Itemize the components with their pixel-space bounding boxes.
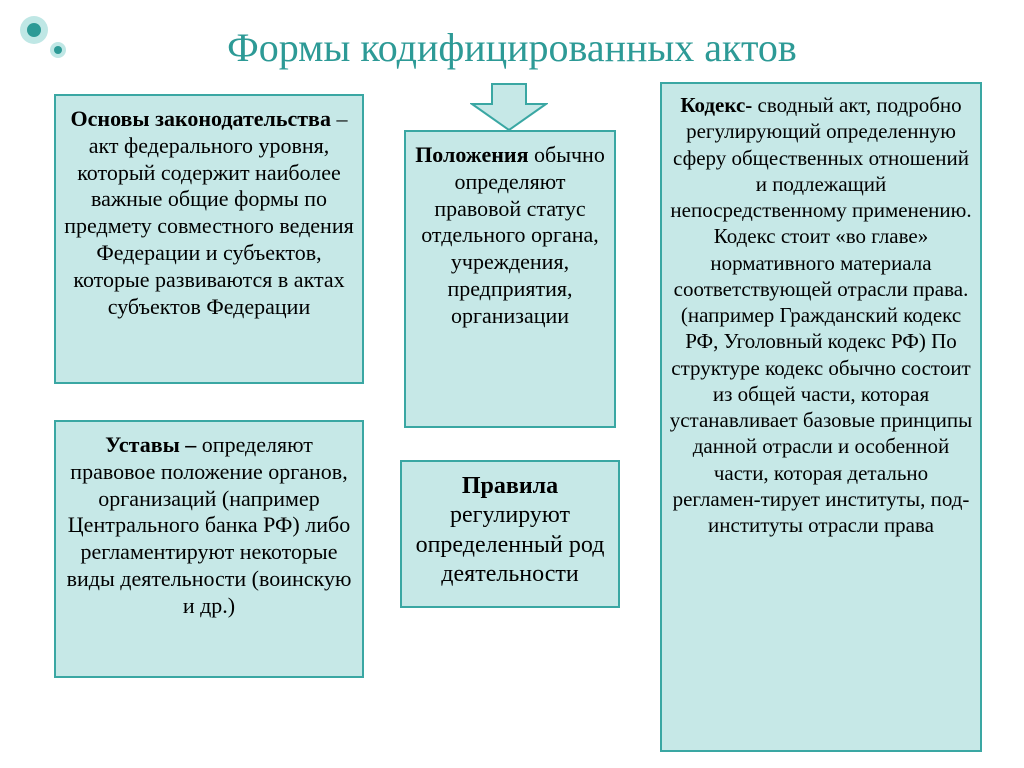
box-ustavy-bold: Уставы – — [105, 432, 202, 457]
box-kodeks-text: сводный акт, подробно регулирующий опред… — [670, 93, 973, 537]
box-ustavy-text: определяют правовое положение органов, о… — [67, 432, 352, 618]
box-pravila: Правила регулируют определенный род деят… — [400, 460, 620, 608]
box-osnovy: Основы законодательства – акт федерально… — [54, 94, 364, 384]
box-polozheniya: Положения обычно определяют правовой ста… — [404, 130, 616, 428]
slide-title: Формы кодифицированных актов — [0, 24, 1024, 71]
box-osnovy-bold: Основы законодательства — [71, 106, 331, 131]
box-ustavy: Уставы – определяют правовое положение о… — [54, 420, 364, 678]
down-arrow-icon — [470, 82, 548, 132]
box-osnovy-text: – акт федерального уровня, который содер… — [64, 106, 353, 319]
box-polozheniya-bold: Положения — [415, 142, 528, 167]
box-kodeks-bold: Кодекс- — [680, 93, 757, 117]
box-kodeks: Кодекс- сводный акт, подробно регулирующ… — [660, 82, 982, 752]
box-pravila-bold: Правила — [462, 473, 558, 499]
box-pravila-text: регулируют определенный род деятельности — [416, 502, 605, 587]
box-polozheniya-text: обычно определяют правовой статус отдель… — [421, 142, 605, 328]
